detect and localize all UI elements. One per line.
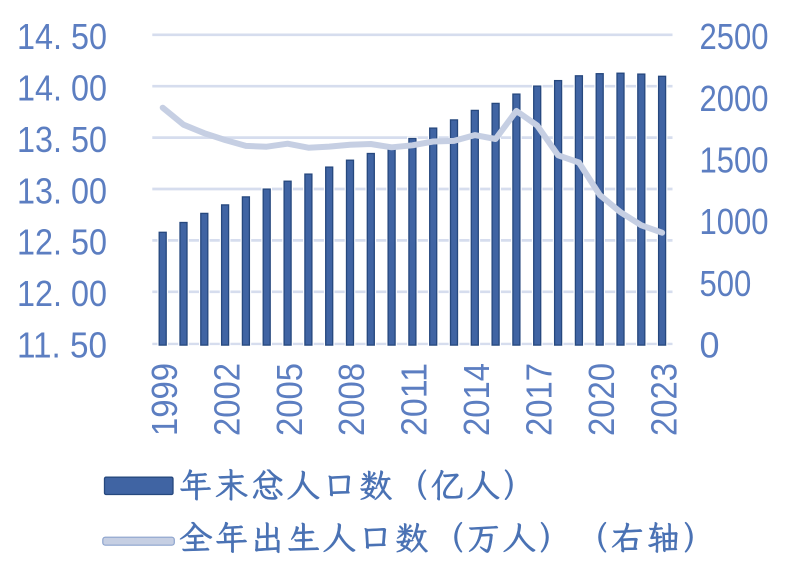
svg-text:1500: 1500 [700, 140, 769, 181]
svg-text:14. 00: 14. 00 [17, 68, 107, 109]
svg-text:2017: 2017 [518, 363, 559, 436]
svg-text:12. 00: 12. 00 [17, 273, 107, 314]
svg-text:1000: 1000 [700, 201, 769, 242]
svg-text:500: 500 [700, 263, 752, 304]
svg-text:0: 0 [700, 325, 720, 366]
svg-text:13. 00: 13. 00 [17, 170, 107, 211]
svg-text:2020: 2020 [581, 363, 622, 436]
svg-text:12. 50: 12. 50 [17, 222, 107, 263]
svg-text:2023: 2023 [643, 363, 684, 436]
svg-text:1999: 1999 [144, 363, 185, 436]
svg-text:2008: 2008 [331, 363, 372, 436]
svg-text:2014: 2014 [456, 363, 497, 436]
svg-text:13. 50: 13. 50 [17, 119, 107, 160]
svg-text:11. 50: 11. 50 [17, 325, 107, 366]
svg-text:2005: 2005 [269, 363, 310, 436]
svg-text:2000: 2000 [700, 78, 769, 119]
svg-text:2002: 2002 [206, 363, 247, 436]
svg-text:2500: 2500 [700, 16, 769, 57]
svg-text:14. 50: 14. 50 [17, 16, 107, 57]
svg-text:2011: 2011 [394, 363, 435, 436]
